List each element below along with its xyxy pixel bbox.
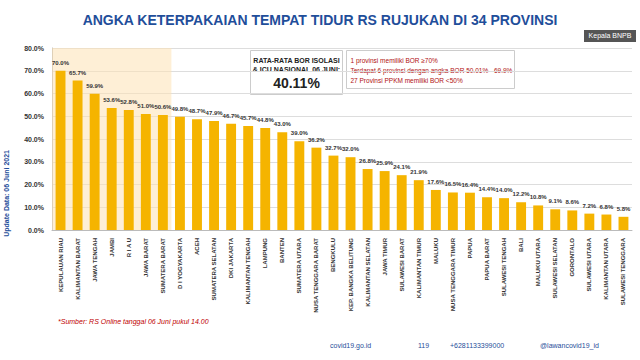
svg-text:48.7%: 48.7% <box>188 108 206 114</box>
svg-text:17.6%: 17.6% <box>427 179 445 185</box>
svg-text:53.6%: 53.6% <box>103 97 121 103</box>
svg-text:45.7%: 45.7% <box>240 115 258 121</box>
svg-text:44.8%: 44.8% <box>257 117 275 123</box>
svg-text:R I A U: R I A U <box>126 238 132 257</box>
svg-text:MALUKU UTARA: MALUKU UTARA <box>535 237 541 286</box>
svg-text:80.0%: 80.0% <box>24 45 45 52</box>
svg-text:10.0%: 10.0% <box>24 204 45 211</box>
svg-text:30.0%: 30.0% <box>24 158 45 165</box>
svg-text:SUMATERA BARAT: SUMATERA BARAT <box>160 238 166 294</box>
svg-text:KALIMANTAN BARAT: KALIMANTAN BARAT <box>75 238 81 300</box>
svg-text:Kepala BNPB: Kepala BNPB <box>589 32 632 40</box>
svg-text:70.0%: 70.0% <box>24 67 45 74</box>
svg-text:D I YOGYAKARTA: D I YOGYAKARTA <box>177 237 183 289</box>
svg-text:*Sumber: RS Online tanggal 06: *Sumber: RS Online tanggal 06 Juni pukul… <box>58 318 209 326</box>
svg-text:36.2%: 36.2% <box>308 137 326 143</box>
svg-text:49.8%: 49.8% <box>171 106 189 112</box>
svg-text:JAMBI: JAMBI <box>109 238 115 257</box>
svg-text:NUSA TENGGARA BARAT: NUSA TENGGARA BARAT <box>313 238 319 313</box>
svg-text:@lawancovid19_id: @lawancovid19_id <box>540 342 599 350</box>
svg-text:SULAWESI SELATAN: SULAWESI SELATAN <box>552 238 558 298</box>
svg-text:65.7%: 65.7% <box>69 70 87 76</box>
svg-text:BANTEN: BANTEN <box>279 238 285 263</box>
svg-text:SULAWESI TENGGARA: SULAWESI TENGGARA <box>620 237 626 305</box>
svg-text:& ICU NASIONAL 06 JUNI:: & ICU NASIONAL 06 JUNI: <box>252 65 341 73</box>
svg-text:10.8%: 10.8% <box>530 194 548 200</box>
svg-text:1 provinsi memiliki BOR ≥70%: 1 provinsi memiliki BOR ≥70% <box>351 57 439 65</box>
svg-text:32.7%: 32.7% <box>325 145 343 151</box>
svg-text:7.2%: 7.2% <box>583 203 597 209</box>
svg-text:14.4%: 14.4% <box>478 186 496 192</box>
svg-text:40.0%: 40.0% <box>24 136 45 143</box>
svg-text:26.8%: 26.8% <box>359 158 377 164</box>
svg-text:46.7%: 46.7% <box>223 113 241 119</box>
svg-text:JAWA BARAT: JAWA BARAT <box>143 238 149 277</box>
svg-text:16.5%: 16.5% <box>444 181 462 187</box>
svg-text:KALIMANTAN TIMUR: KALIMANTAN TIMUR <box>416 237 422 298</box>
svg-text:MALUKU: MALUKU <box>433 238 439 264</box>
svg-text:ACEH: ACEH <box>194 238 200 255</box>
svg-text:DKI JAKARTA: DKI JAKARTA <box>228 237 234 278</box>
svg-text:KEP. BANGKA BELITUNG: KEP. BANGKA BELITUNG <box>348 238 354 312</box>
svg-text:Update Data: 06 Juni 2021: Update Data: 06 Juni 2021 <box>3 150 11 237</box>
svg-text:BENGKULU: BENGKULU <box>330 238 336 272</box>
svg-text:51.0%: 51.0% <box>137 103 155 109</box>
svg-text:BALI: BALI <box>518 238 524 252</box>
svg-text:KALIMANTAN UTARA: KALIMANTAN UTARA <box>603 237 609 299</box>
svg-text:0.0%: 0.0% <box>28 227 45 234</box>
svg-text:SULAWESI TENGAH: SULAWESI TENGAH <box>501 238 507 296</box>
svg-text:SUMATERA UTARA: SUMATERA UTARA <box>296 237 302 293</box>
svg-text:60.0%: 60.0% <box>24 90 45 97</box>
svg-text:25.9%: 25.9% <box>376 160 394 166</box>
svg-text:59.9%: 59.9% <box>86 83 104 89</box>
svg-text:8.6%: 8.6% <box>565 199 579 205</box>
svg-text:40.11%: 40.11% <box>273 75 320 91</box>
svg-text:KALIMANTAN TENGAH: KALIMANTAN TENGAH <box>245 238 251 305</box>
svg-text:RATA-RATA BOR ISOLASI: RATA-RATA BOR ISOLASI <box>253 57 339 64</box>
svg-text:SULAWESI BARAT: SULAWESI BARAT <box>399 238 405 292</box>
svg-text:27 Provinsi PPKM memiliki BOR: 27 Provinsi PPKM memiliki BOR <50% <box>351 77 463 84</box>
svg-text:ANGKA KETERPAKAIAN TEMPAT TIDU: ANGKA KETERPAKAIAN TEMPAT TIDUR RS RUJUK… <box>83 12 558 28</box>
svg-text:GORONTALO: GORONTALO <box>569 238 575 277</box>
svg-text:16.4%: 16.4% <box>461 182 479 188</box>
svg-text:5.8%: 5.8% <box>617 206 631 212</box>
svg-text:20.0%: 20.0% <box>24 181 45 188</box>
svg-text:24.1%: 24.1% <box>393 164 411 170</box>
svg-text:43.0%: 43.0% <box>274 121 292 127</box>
svg-text:32.0%: 32.0% <box>342 146 360 152</box>
svg-text:47.9%: 47.9% <box>206 110 224 116</box>
svg-text:70.0%: 70.0% <box>52 60 70 66</box>
svg-text:14.0%: 14.0% <box>496 187 514 193</box>
svg-text:21.9%: 21.9% <box>410 169 428 175</box>
svg-text:NUSA TENGGARA TIMUR: NUSA TENGGARA TIMUR <box>450 237 456 311</box>
svg-text:9.1%: 9.1% <box>548 198 562 204</box>
svg-text:covid19.go.id: covid19.go.id <box>330 342 371 350</box>
svg-text:PAPUA BARAT: PAPUA BARAT <box>484 238 490 281</box>
svg-text:JAWA TENGAH: JAWA TENGAH <box>92 238 98 282</box>
svg-text:+6281133399000: +6281133399000 <box>450 342 504 349</box>
svg-text:12.2%: 12.2% <box>513 191 531 197</box>
svg-text:JAWA TIMUR: JAWA TIMUR <box>382 237 388 275</box>
svg-text:6.8%: 6.8% <box>600 204 614 210</box>
svg-text:PAPUA: PAPUA <box>467 237 473 258</box>
svg-text:SULAWESI UTARA: SULAWESI UTARA <box>586 237 592 291</box>
svg-text:KEPULAUAN RIAU: KEPULAUAN RIAU <box>58 238 64 292</box>
svg-text:LAMPUNG: LAMPUNG <box>262 238 268 269</box>
svg-text:52.8%: 52.8% <box>120 99 138 105</box>
svg-text:KALIMANTAN SELATAN: KALIMANTAN SELATAN <box>365 238 371 307</box>
svg-text:39.0%: 39.0% <box>291 130 309 136</box>
svg-text:50.0%: 50.0% <box>24 113 45 120</box>
svg-text:50.6%: 50.6% <box>154 104 172 110</box>
svg-text:SUMATERA SELATAN: SUMATERA SELATAN <box>211 238 217 300</box>
svg-text:119: 119 <box>418 342 429 349</box>
svg-text:Terdapat 6 provinsi dengan ang: Terdapat 6 provinsi dengan angka BOR 50.… <box>350 67 513 74</box>
